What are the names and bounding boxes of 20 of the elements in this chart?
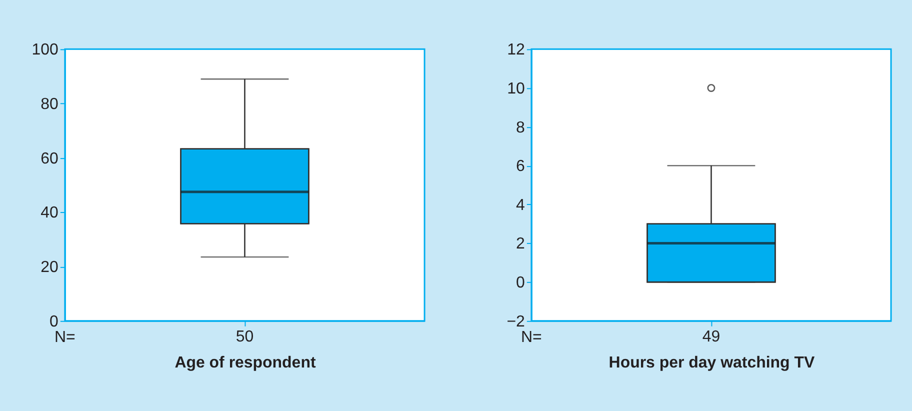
text: N= — [520, 328, 542, 346]
y-tick-label: 2 — [516, 236, 526, 253]
y-tick-label: 0 — [50, 313, 59, 330]
y-tick-label: 8 — [516, 119, 526, 136]
x-axis-title: Hours per day watching TV — [608, 354, 815, 372]
x-tick-label: 49 — [702, 328, 720, 346]
y-tick-label: 60 — [40, 150, 59, 168]
y-tick-label: 4 — [516, 196, 526, 214]
y-tick-label: 100 — [32, 42, 59, 59]
y-tick-label: 40 — [40, 204, 59, 222]
y-tick-label: 6 — [516, 158, 526, 176]
x-axis-title: Age of respondent — [174, 354, 316, 372]
y-tick-label: 12 — [507, 42, 526, 59]
y-tick-label: 80 — [40, 96, 59, 114]
x-tick-label: 50 — [236, 328, 254, 346]
text: N= — [54, 328, 76, 346]
y-tick-label: 0 — [516, 274, 526, 292]
y-tick-label: 20 — [40, 259, 59, 276]
y-tick-label: −2 — [506, 313, 526, 330]
y-tick-label: 10 — [507, 80, 526, 98]
